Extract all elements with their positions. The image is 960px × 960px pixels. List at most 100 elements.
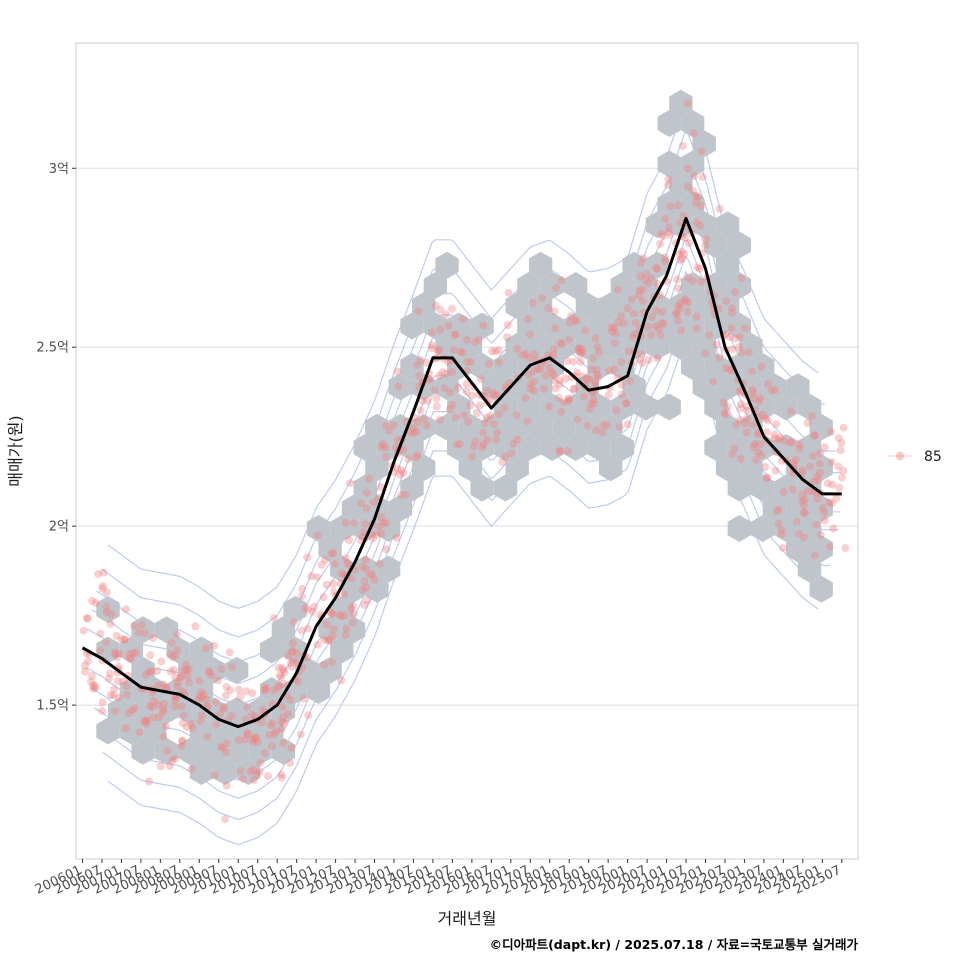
transaction-point [435,415,444,424]
transaction-point [702,235,711,244]
transaction-point [639,254,648,263]
transaction-point [270,729,279,738]
transaction-point [87,671,96,680]
transaction-point [89,684,98,693]
transaction-point [377,529,386,538]
transaction-point [642,269,651,278]
transaction-point [322,620,331,629]
hex-bin [166,636,190,664]
hex-bin [131,656,155,684]
hex-bin [376,515,401,542]
transaction-point [754,448,763,457]
transaction-point [681,296,690,305]
transaction-point [358,586,367,594]
x-axis: 2006012006072007012007072008012008072009… [33,859,843,898]
transaction-point [436,325,445,334]
transaction-point [111,707,120,715]
hex-bin [762,494,787,522]
hex-bin [283,596,307,623]
transaction-point [166,667,175,676]
hex-bin [365,575,389,603]
transaction-point [212,697,220,706]
transaction-point [217,742,225,751]
transaction-point [622,399,631,408]
transaction-point [779,544,788,553]
transaction-point [279,718,288,727]
transaction-point [736,400,745,409]
transaction-point [820,516,829,525]
transaction-point [823,479,832,488]
transaction-point [638,359,647,368]
transaction-point [288,638,297,647]
transaction-point [329,625,338,634]
transaction-point [342,624,351,633]
transaction-point [89,681,98,690]
hex-bin [575,413,599,441]
transaction-point [690,172,698,180]
transaction-point [106,619,115,628]
transaction-point [630,330,639,339]
transaction-point [573,415,582,424]
hex-bin [119,717,144,745]
transaction-point [347,604,356,613]
hex-bin [715,454,740,482]
transaction-point [763,474,772,483]
transaction-point [697,201,705,210]
transaction-point [241,735,249,744]
hex-bin [178,737,202,765]
transaction-point [178,737,187,746]
hex-bin [528,413,553,441]
hex-bin [751,515,775,542]
transaction-point [277,770,286,779]
transaction-point [313,531,322,540]
hex-bin [388,494,412,522]
transaction-point [701,241,710,250]
transaction-point [207,671,216,680]
hex-bin [376,555,401,583]
transaction-point [529,377,538,386]
transaction-point [378,439,387,448]
hex-bin [435,373,459,401]
hex-bin [271,616,296,644]
transaction-point [673,275,682,284]
transaction-point [279,739,288,748]
transaction-point [657,318,666,327]
transaction-point [771,385,779,394]
transaction-point [556,339,565,348]
transaction-point [382,519,391,528]
hex-bin [517,312,541,340]
transaction-point [435,345,444,354]
transaction-point [294,678,303,686]
transaction-point [526,384,535,393]
hex-bin [797,515,822,542]
transaction-point [602,421,611,430]
transaction-point [501,452,510,461]
transaction-point [320,635,329,644]
transaction-point [128,706,137,715]
hex-bin [435,332,459,360]
hex-bin [517,393,541,421]
transaction-point [153,667,161,676]
transaction-point [763,416,772,425]
transaction-point [544,304,553,313]
transaction-point [652,306,661,315]
transaction-point [159,705,168,714]
transaction-point [579,392,588,401]
transaction-point [658,307,667,316]
transaction-point [322,580,331,589]
transaction-point [742,428,751,437]
transaction-point [565,335,573,344]
transaction-point [382,545,390,554]
transaction-point [268,742,277,751]
transaction-point [251,733,260,742]
transaction-point [536,365,545,374]
transaction-point [366,570,374,579]
transaction-point [178,719,187,728]
hex-bin [599,454,623,482]
transaction-point [432,402,441,411]
transaction-point [328,610,337,619]
transaction-point [435,371,444,380]
hex-bin [715,211,740,239]
transaction-point [674,284,683,293]
hex-bin [704,434,728,461]
